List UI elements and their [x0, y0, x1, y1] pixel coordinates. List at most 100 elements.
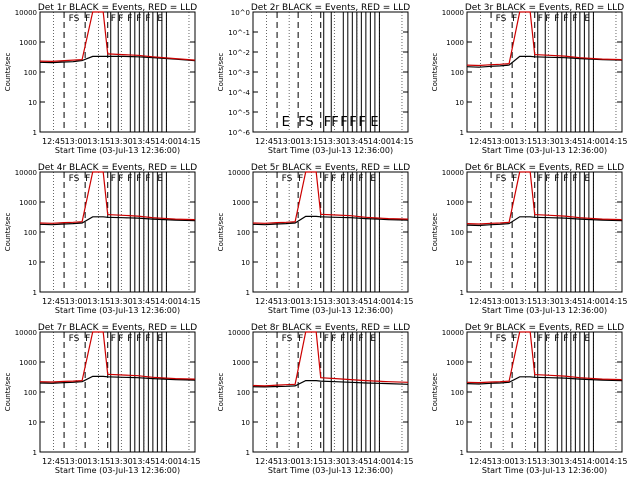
x-tick-label: 13:30 [537, 137, 560, 146]
x-tick-label: 13:15 [514, 297, 537, 306]
x-tick-label: 13:15 [514, 457, 537, 466]
x-tick-label: 13:00 [65, 457, 88, 466]
plot-frame [39, 331, 196, 453]
flag-letter: E [370, 174, 376, 184]
flag-letter: F [85, 334, 90, 344]
y-tick-label: 1000 [19, 199, 37, 207]
flag-letter: FS [69, 334, 80, 344]
y-axis-label: Counts/sec [431, 53, 439, 92]
y-tick-label: 100 [451, 69, 464, 77]
flag-letter: F [118, 14, 123, 24]
y-tick-label: 10 [455, 419, 464, 427]
chart-panel-3: 12:45 13:00 13:15 13:30 13:45 14:00 14:15 1 10 10… [431, 3, 628, 155]
x-tick-label: 13:30 [110, 297, 133, 306]
y-tick-label: 10 [28, 259, 37, 267]
flag-letter: F [512, 334, 517, 344]
flag-letter: F [545, 334, 550, 344]
y-tick-label: 1 [33, 129, 37, 137]
x-tick-label: 13:00 [65, 297, 88, 306]
flag-letter: F [340, 334, 345, 344]
y-tick-label: 100 [451, 229, 464, 237]
plot-frame [466, 171, 623, 293]
x-tick-label: 13:15 [514, 137, 537, 146]
series-line-events [39, 216, 196, 226]
x-axis-label: Start Time (03-Jul-13 12:36:00) [482, 146, 607, 155]
y-tick-label: 10^-1 [228, 29, 250, 37]
plot-frame [39, 11, 196, 133]
y-tick-label: 100 [237, 389, 250, 397]
y-tick-label: 100 [24, 229, 37, 237]
flag-letter: F [331, 115, 338, 130]
y-tick-label: 1 [33, 449, 37, 457]
x-tick-label: 12:45 [469, 137, 492, 146]
x-tick-label: 12:45 [42, 457, 65, 466]
x-tick-label: 13:15 [87, 297, 110, 306]
flag-letter: F [358, 115, 365, 130]
x-tick-label: 13:15 [300, 297, 323, 306]
flag-letter: F [538, 334, 543, 344]
chart-panel-5: 12:45 13:00 13:15 13:30 13:45 14:00 14:15 1 10 10… [217, 163, 414, 315]
flag-letter: F [136, 14, 141, 24]
x-tick-label: 13:45 [559, 297, 582, 306]
y-tick-label: 10000 [442, 9, 464, 17]
x-tick-label: 12:45 [469, 457, 492, 466]
flag-letter: F [136, 174, 141, 184]
series-line-lld [466, 331, 623, 384]
flag-letter: F [563, 14, 568, 24]
series-line-events [466, 376, 623, 385]
flag-letter: F [563, 174, 568, 184]
x-tick-label: 13:30 [110, 137, 133, 146]
series-line-lld [252, 331, 409, 387]
flag-letter: F [572, 174, 577, 184]
flag-letter: FS [496, 334, 507, 344]
x-tick-label: 13:00 [278, 457, 301, 466]
chart-panel-1: 12:45 13:00 13:15 13:30 13:45 14:00 14:15 1 10 10… [4, 3, 201, 155]
y-tick-label: 10 [28, 419, 37, 427]
flag-letter: F [545, 174, 550, 184]
chart-title: Det 3r BLACK = Events, RED = LLD [465, 3, 624, 13]
flag-letter: F [572, 334, 577, 344]
y-tick-label: 1000 [232, 199, 250, 207]
y-tick-label: 10^-6 [228, 129, 250, 137]
x-tick-label: 12:45 [42, 137, 65, 146]
y-tick-label: 10 [455, 259, 464, 267]
chart-title: Det 2r BLACK = Events, RED = LLD [251, 3, 410, 13]
y-tick-label: 1 [246, 449, 250, 457]
y-tick-label: 10 [455, 99, 464, 107]
flag-letter: E [282, 115, 290, 130]
x-tick-label: 13:45 [132, 457, 155, 466]
flag-letter: F [324, 334, 329, 344]
y-axis-label: Counts/sec [4, 53, 12, 92]
flag-letter: F [349, 174, 354, 184]
flag-letter: F [85, 174, 90, 184]
chart-panel-4: 12:45 13:00 13:15 13:30 13:45 14:00 14:15 1 10 10… [4, 163, 201, 315]
x-tick-label: 13:30 [110, 457, 133, 466]
y-axis-label: Counts/sec [431, 213, 439, 252]
x-axis-label: Start Time (03-Jul-13 12:36:00) [55, 466, 180, 475]
series-line-lld [39, 331, 196, 383]
flag-letter: F [512, 14, 517, 24]
x-tick-label: 13:15 [300, 137, 323, 146]
flag-letter: E [584, 174, 590, 184]
x-tick-label: 14:00 [155, 137, 178, 146]
x-tick-label: 13:00 [492, 457, 515, 466]
x-tick-label: 14:00 [368, 297, 391, 306]
x-tick-label: 13:15 [300, 457, 323, 466]
chart-panel-9: 12:45 13:00 13:15 13:30 13:45 14:00 14:15 1 10 10… [431, 323, 628, 475]
chart-panel-2: 12:45 13:00 13:15 13:30 13:45 14:00 14:15 10^0 1… [217, 3, 414, 155]
flag-letter: E [370, 334, 376, 344]
plot-frame [252, 11, 409, 133]
x-tick-label: 14:00 [582, 137, 605, 146]
y-tick-label: 10000 [228, 329, 250, 337]
y-tick-label: 100 [24, 389, 37, 397]
x-tick-label: 14:15 [604, 297, 627, 306]
x-tick-label: 12:45 [255, 297, 278, 306]
flag-letter: E [157, 174, 163, 184]
x-tick-label: 14:00 [368, 457, 391, 466]
flag-letter: F [85, 14, 90, 24]
x-tick-label: 14:15 [177, 457, 200, 466]
y-tick-label: 1000 [446, 39, 464, 47]
flag-letter: E [157, 334, 163, 344]
y-tick-label: 1000 [446, 199, 464, 207]
flag-letter: FS [282, 334, 293, 344]
